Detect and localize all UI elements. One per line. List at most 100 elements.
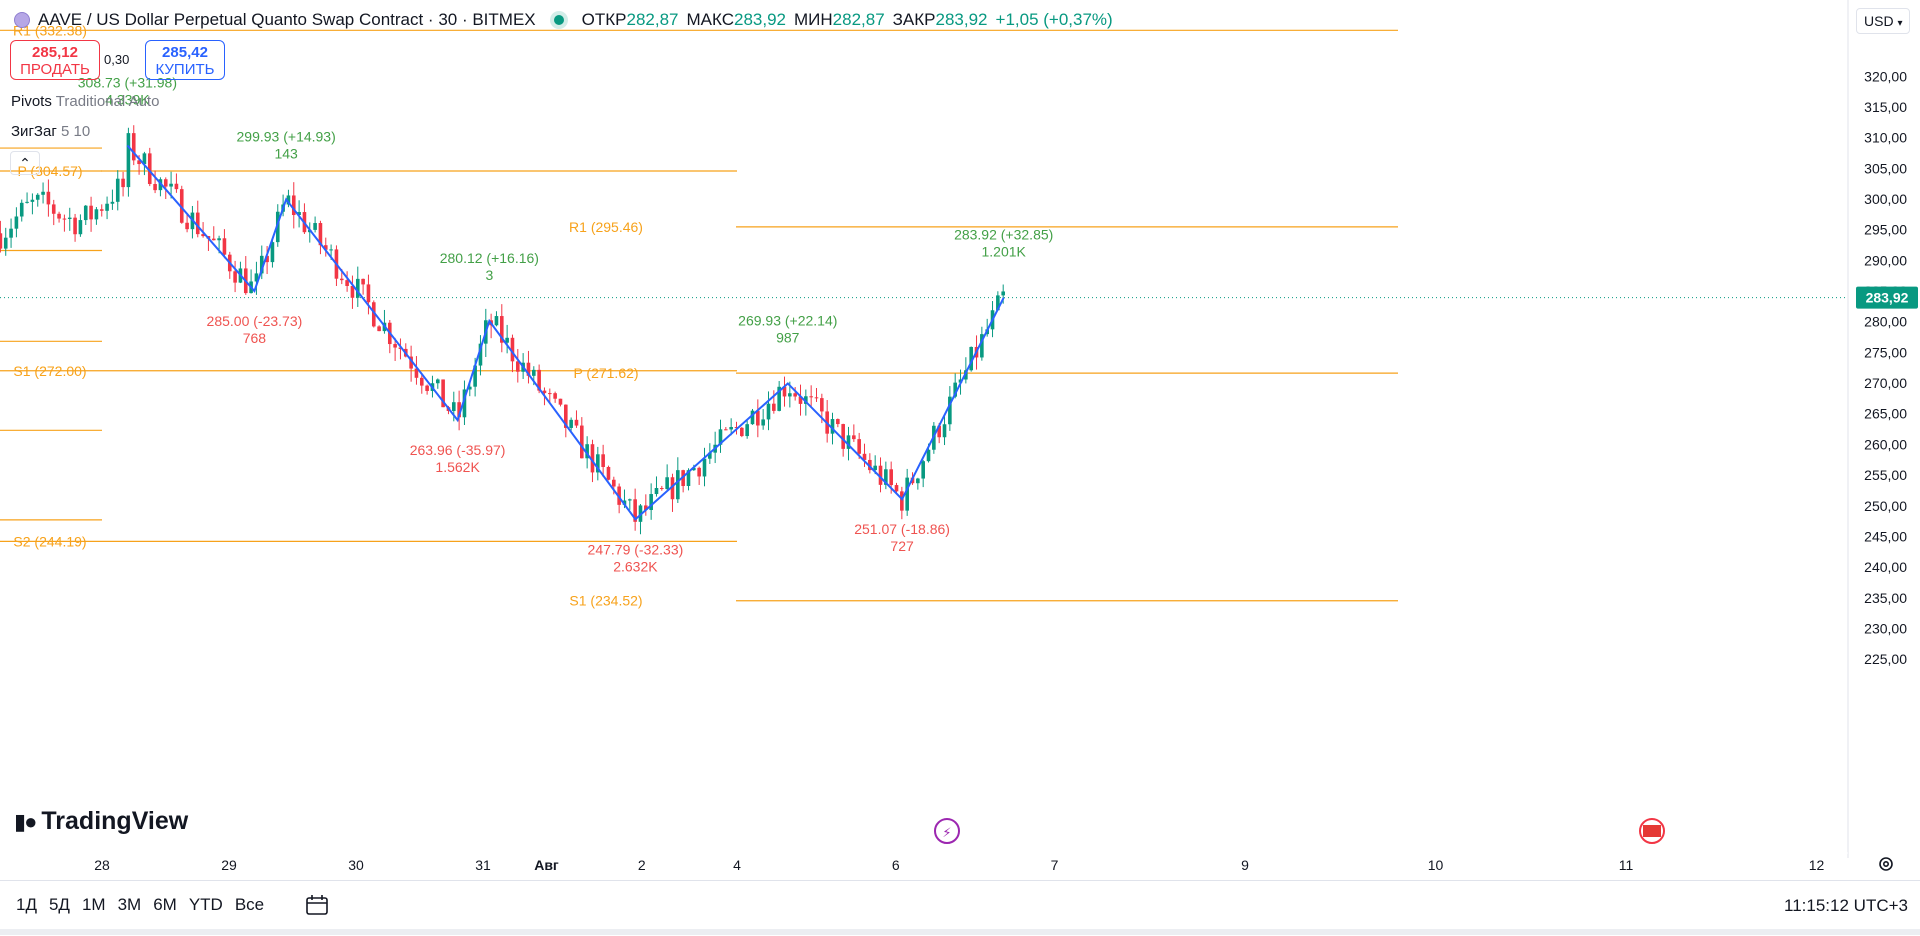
lightning-glyph-icon: ⚡ [942,826,951,841]
y-tick-label: 230,00 [1864,620,1907,636]
tradingview-logo[interactable]: ▮● TradingView [14,807,188,836]
indicator-pivots[interactable]: Pivots Traditional Auto [11,93,159,110]
y-tick-label: 245,00 [1864,528,1907,544]
candle-body [67,217,72,220]
candle-body [526,362,531,376]
candle-body [836,419,840,425]
candle-body [761,419,765,426]
candle-body [425,385,429,391]
candle-body [729,427,733,430]
candle-body [745,424,749,437]
range-6m-button[interactable]: 6М [153,895,177,914]
y-tick-label: 295,00 [1864,222,1907,238]
zigzag-label: 283.92 (+32.85) [954,227,1053,243]
candle-body [361,278,365,285]
range-5d-button[interactable]: 5Д [48,895,70,914]
sell-button[interactable]: 285,12 ПРОДАТЬ [10,40,100,80]
candle-body [606,466,611,480]
indicator-zigzag-params: 5 10 [60,123,91,140]
candle-body [222,238,227,255]
candle-body [537,369,541,391]
zigzag-label: 308.73 (+31.98) [78,74,177,90]
candle-body [3,237,8,249]
pivot-label: P (271.62) [573,365,638,381]
candle-body [419,377,424,386]
candle-body [265,255,269,263]
candle-body [462,389,467,418]
candle-body [580,425,584,459]
sell-label: ПРОДАТЬ [20,61,90,78]
range-all-button[interactable]: Все [234,895,265,914]
candle-body [105,203,109,211]
x-tick-label: Авг [534,857,559,873]
symbol-title[interactable]: AAVE / US Dollar Perpetual Quanto Swap C… [38,10,536,29]
ohlc-low-value: 282,87 [832,10,885,29]
candle-body [57,213,61,219]
zigzag-label: 269.93 (+22.14) [738,312,837,328]
y-tick-label: 255,00 [1864,467,1907,483]
zigzag-volume: 987 [776,329,800,345]
candle-body [782,386,787,397]
candle-body [798,396,803,404]
buy-button[interactable]: 285,42 КУПИТЬ [145,40,225,80]
pivot-label: R1 (295.46) [569,219,643,235]
candle-body [467,386,472,390]
y-tick-label: 320,00 [1864,68,1907,84]
candle-body [564,404,568,428]
candle-body [179,189,184,223]
candle-body [905,477,909,511]
y-tick-label: 260,00 [1864,436,1907,452]
indicator-zigzag[interactable]: ЗигЗаг 5 10 [11,123,90,140]
candle-body [740,427,744,437]
ohlc-close-value: 283,92 [935,10,988,29]
candle-body [873,465,877,471]
candle-body [329,249,333,251]
candle-body [649,494,653,511]
candle-body [921,461,925,479]
candle-body [644,505,648,511]
candle-body [19,202,24,217]
candle-body [830,419,835,434]
candle-body [377,326,381,332]
candle-body [596,454,600,473]
candle-body [777,386,781,411]
candle-body [718,429,723,445]
candle-body [574,419,579,426]
us-flag-body-icon [1643,825,1661,837]
ohlc-close-key: ЗАКР [892,10,936,29]
zigzag-volume: 143 [274,145,298,161]
candle-body [14,216,19,229]
candle-body [110,201,115,204]
candle-body [201,234,205,237]
clock-readout[interactable]: 11:15:12 UTC+3 [1784,896,1908,915]
buy-label: КУПИТЬ [155,61,215,78]
candle-body [548,393,552,395]
date-range-buttons: 1Д 5Д 1М 3М 6М YTD Все [10,895,270,915]
y-tick-label: 300,00 [1864,191,1907,207]
candle-body [217,238,221,241]
candle-body [750,410,755,425]
calendar-icon[interactable] [305,894,329,916]
range-1m-button[interactable]: 1М [81,895,106,914]
candle-body [894,485,899,492]
range-3m-button[interactable]: 3М [117,895,142,914]
range-1d-button[interactable]: 1Д [16,895,37,914]
candle-body [857,439,861,454]
currency-select[interactable]: USD ▾ [1856,8,1910,34]
candle-body [628,499,632,501]
candle-body [169,183,173,187]
aave-logo-icon [14,12,30,28]
gear-icon[interactable] [1876,854,1896,874]
pivot-label: R1 (332.38) [13,22,87,38]
candle-body [804,396,808,404]
tradingview-logo-icon: ▮● [14,808,37,834]
y-tick-label: 310,00 [1864,130,1907,146]
lightning-event-icon [934,818,960,844]
candle-body [686,470,691,487]
candle-body [820,398,824,412]
range-ytd-button[interactable]: YTD [188,895,223,914]
collapse-legend-button[interactable]: ⌃ [10,151,40,175]
indicator-pivots-params: Traditional Auto [55,93,160,110]
sell-price: 285,12 [32,44,78,61]
